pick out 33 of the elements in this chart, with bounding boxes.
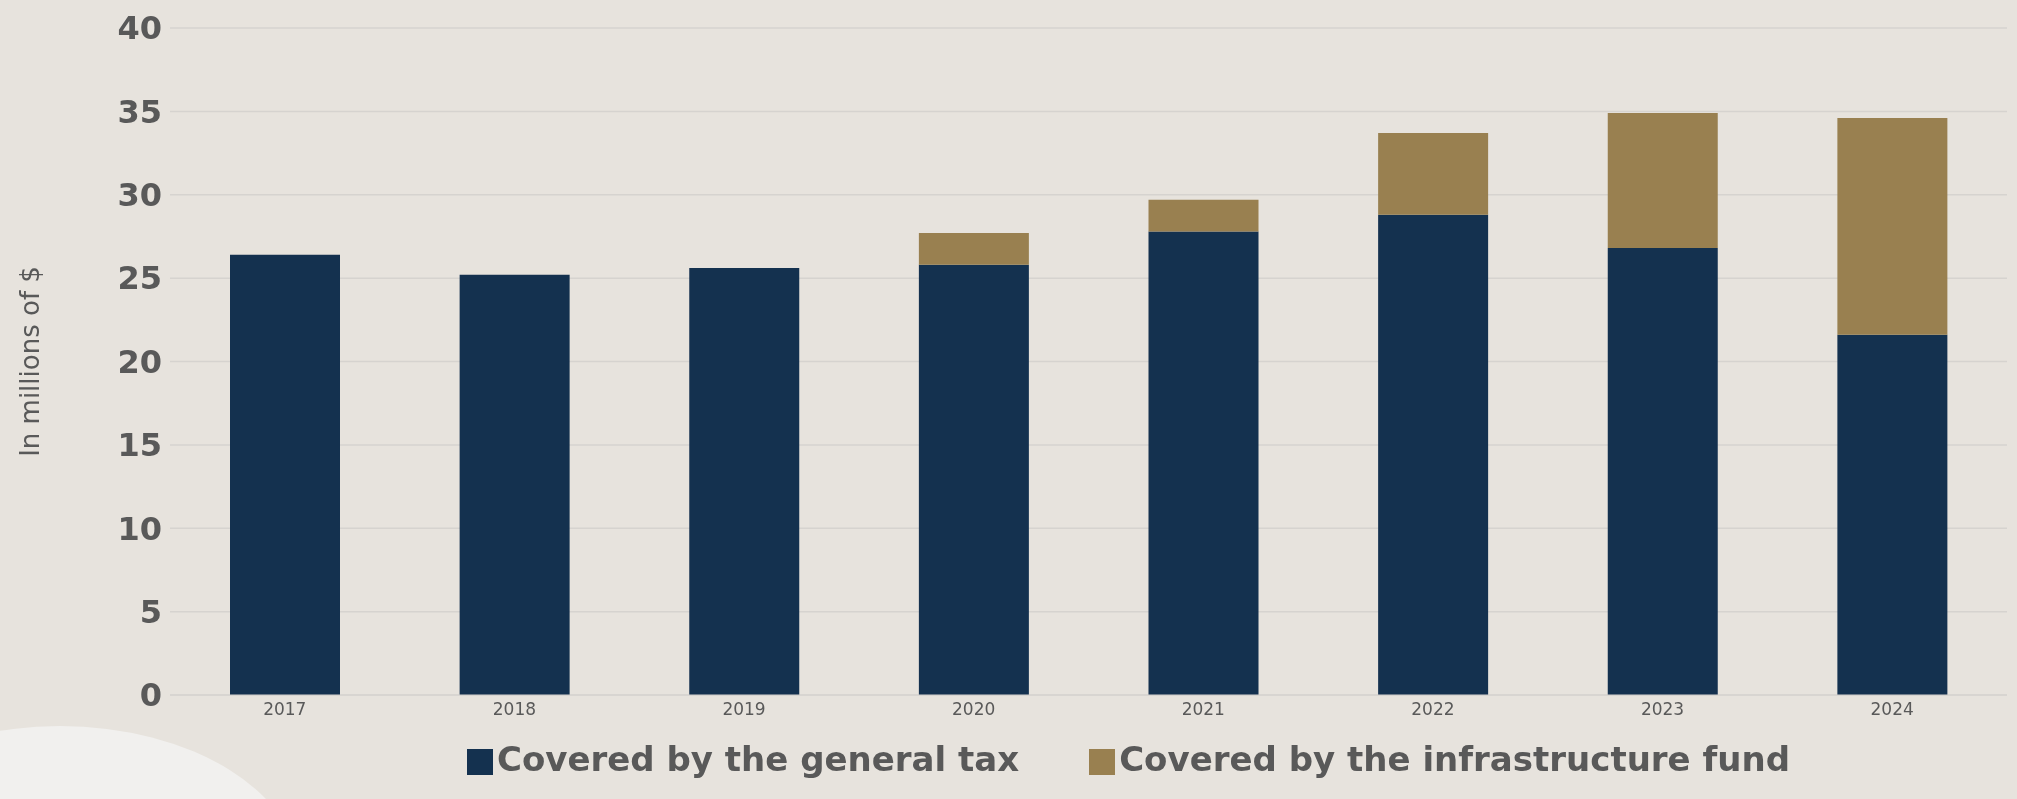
bar (1148, 199, 1259, 232)
bar (1378, 133, 1489, 215)
y-tick-label: 20 (117, 342, 162, 381)
bar (459, 274, 570, 695)
x-tick-label: 2018 (492, 699, 537, 720)
x-tick-label: 2020 (952, 699, 996, 720)
y-tick-label: 15 (117, 426, 162, 465)
bar (918, 264, 1029, 695)
x-tick-label: 2022 (1411, 699, 1455, 720)
y-tick-label: 40 (117, 9, 162, 48)
bar (689, 268, 800, 695)
bar (230, 254, 340, 695)
y-axis-title: In millions of $ (15, 266, 46, 457)
bar (1607, 113, 1718, 249)
y-tick-label: 5 (139, 592, 162, 631)
x-tick-label: 2023 (1640, 699, 1685, 720)
y-tick-label: 25 (117, 259, 162, 298)
y-tick-label: 0 (139, 676, 162, 715)
bar (1837, 334, 1948, 695)
y-tick-label: 10 (117, 509, 162, 548)
bar (1607, 248, 1718, 695)
x-tick-label: 2017 (263, 699, 307, 720)
x-tick-label: 2024 (1870, 699, 1914, 720)
y-tick-label: 35 (117, 92, 162, 131)
legend-label: Covered by the infrastructure fund (1119, 739, 1791, 779)
y-tick-label: 30 (117, 176, 162, 215)
legend-label: Covered by the general tax (496, 739, 1020, 779)
x-tick-label: 2019 (722, 699, 766, 720)
bar (1378, 214, 1489, 695)
bar (1837, 118, 1948, 335)
bar (918, 233, 1029, 265)
x-tick-label: 2021 (1181, 699, 1225, 720)
bar (1148, 231, 1259, 695)
